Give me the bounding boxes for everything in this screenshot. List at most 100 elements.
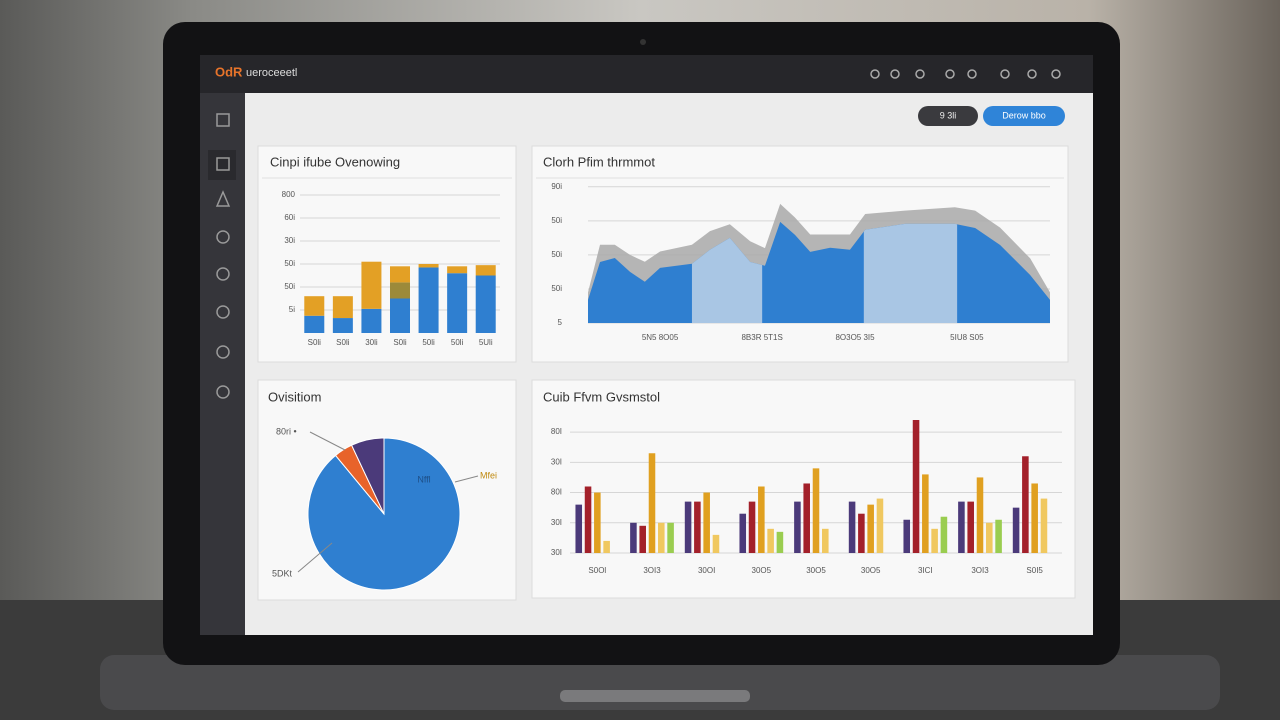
laptop-base: [100, 655, 1220, 710]
icon[interactable]: [967, 69, 977, 79]
camera: [640, 39, 646, 45]
bar: [684, 501, 692, 553]
y-tick-label: 30I: [551, 457, 562, 466]
y-tick-label: 30i: [284, 236, 295, 245]
leader-line: [454, 475, 479, 483]
button-dark[interactable]: [918, 106, 978, 126]
y-tick-label: 50i: [551, 284, 562, 293]
x-tick-label: 5IU8 S05: [950, 333, 984, 342]
bar: [1031, 483, 1038, 553]
bar: [630, 522, 637, 553]
nav-icon[interactable]: [216, 267, 230, 281]
panel-title: Cinpi ifube Ovenowing: [270, 154, 400, 169]
x-tick-label: 5N5 8O05: [642, 333, 679, 342]
y-tick-label: 50i: [284, 259, 295, 268]
bar: [958, 501, 965, 553]
nav-active: [208, 150, 236, 180]
bar: [575, 504, 583, 553]
bar: [995, 519, 1002, 553]
icon[interactable]: [1027, 69, 1037, 79]
bar: [794, 501, 801, 553]
trackpad-edge: [560, 690, 750, 702]
bar-segment: [475, 275, 496, 333]
nav-icon[interactable]: [216, 113, 230, 127]
x-tick-label: 3ICI: [918, 566, 933, 575]
bar: [976, 477, 984, 553]
nav-icon[interactable]: [216, 345, 230, 359]
bar: [703, 492, 710, 553]
pie-label: 80ri •: [276, 426, 297, 436]
x-tick-label: 5Uli: [479, 338, 493, 347]
nav-icon[interactable]: [216, 305, 230, 319]
leader-line: [309, 431, 346, 451]
bar: [639, 525, 646, 553]
bar: [1012, 507, 1020, 553]
header-icons: [870, 69, 1061, 79]
bar: [912, 420, 920, 553]
bar: [694, 501, 701, 553]
bar: [812, 468, 820, 553]
x-tick-label: 30O5: [806, 566, 826, 575]
area-band: [863, 221, 958, 323]
bar-segment: [447, 266, 468, 274]
bar: [758, 486, 765, 553]
pie-label: 5DKt: [272, 568, 293, 578]
x-tick-label: 50li: [422, 338, 435, 347]
x-tick-label: 3OI3: [971, 566, 989, 575]
nav-icon[interactable]: [216, 230, 230, 244]
bar: [712, 534, 720, 553]
icon[interactable]: [1000, 69, 1010, 79]
nav-icon[interactable]: [216, 385, 230, 399]
y-tick-label: 90i: [551, 182, 562, 191]
icon[interactable]: [890, 69, 900, 79]
bar-segment: [418, 264, 439, 268]
bar-segment: [390, 298, 410, 333]
x-tick-label: S0li: [336, 338, 350, 347]
bar-segment: [361, 261, 382, 309]
bar: [986, 522, 993, 553]
x-tick-label: 50li: [451, 338, 464, 347]
header-bar: [200, 55, 1093, 93]
x-tick-label: 8O3O5 3I5: [835, 333, 875, 342]
y-tick-label: 5: [558, 318, 563, 327]
y-tick-label: 60i: [284, 213, 295, 222]
bar: [903, 519, 911, 553]
y-tick-label: 5i: [289, 305, 295, 314]
y-tick-label: 30I: [551, 518, 562, 527]
bar-segment: [332, 296, 353, 319]
pie-label: Nffl: [417, 474, 430, 484]
nav-icon[interactable]: [216, 157, 230, 171]
x-tick-label: 30li: [365, 338, 378, 347]
icon[interactable]: [1051, 69, 1061, 79]
nav-icon[interactable]: [215, 190, 231, 207]
panel-title: Clorh Pfim thrmmot: [543, 154, 655, 169]
bar: [940, 516, 948, 553]
logo: OdR: [215, 64, 243, 79]
bar: [848, 501, 856, 553]
bar-segment: [361, 308, 382, 333]
y-tick-label: 80I: [551, 427, 562, 436]
bar: [931, 528, 938, 553]
icon[interactable]: [870, 69, 880, 79]
sidebar: [200, 93, 245, 635]
icon[interactable]: [945, 69, 955, 79]
y-tick-label: 50i: [551, 250, 562, 259]
button-label[interactable]: 9 3li: [940, 110, 957, 120]
bar: [876, 498, 884, 553]
button-label[interactable]: Derow bbo: [1002, 110, 1046, 120]
bar-segment: [418, 267, 439, 333]
bar-segment: [304, 315, 325, 333]
icon[interactable]: [915, 69, 925, 79]
bar: [584, 486, 592, 553]
x-tick-label: 3OI3: [643, 566, 661, 575]
bar: [658, 522, 665, 553]
bar: [667, 522, 674, 553]
button-primary[interactable]: [983, 106, 1065, 126]
bar: [776, 531, 784, 553]
x-tick-label: 30O5: [752, 566, 772, 575]
y-tick-label: 80I: [551, 488, 562, 497]
x-tick-label: S0li: [393, 338, 407, 347]
panel: [257, 145, 517, 363]
bar: [594, 492, 601, 553]
